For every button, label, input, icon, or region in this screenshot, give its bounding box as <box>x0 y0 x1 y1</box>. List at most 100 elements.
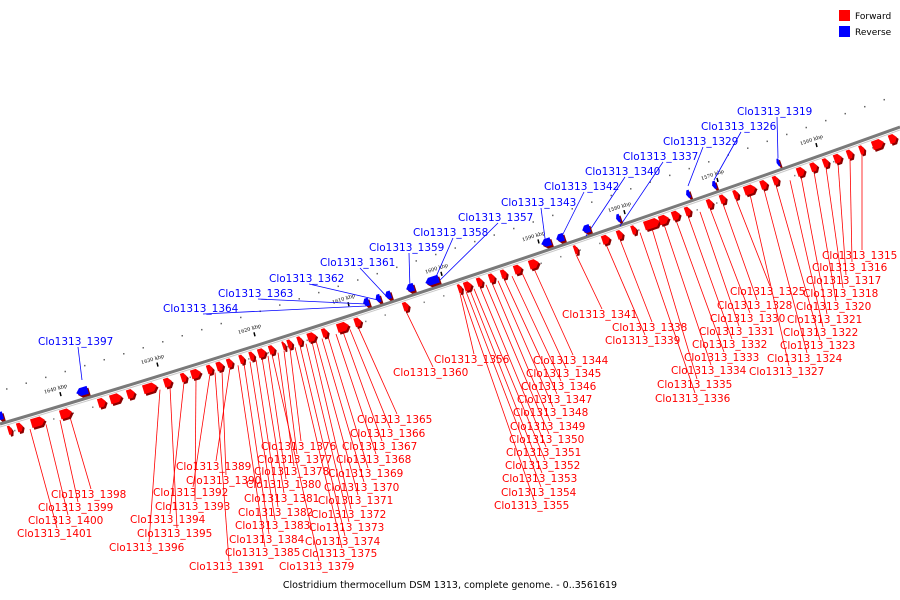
gene-label: Clo1313_1368 <box>336 454 411 466</box>
forward-gene <box>15 422 25 435</box>
gene-label: Clo1313_1393 <box>155 501 230 513</box>
gene-body <box>6 425 12 435</box>
gene-body <box>712 180 718 189</box>
scale-tick-mark <box>440 271 443 276</box>
gene-label: Clo1313_1361 <box>320 257 395 269</box>
gene-label: Clo1313_1381 <box>244 493 319 505</box>
scale-dot <box>189 376 191 379</box>
gene-label: Clo1313_1395 <box>137 528 212 540</box>
gene-label: Clo1313_1377 <box>257 454 332 466</box>
leader-line <box>283 350 298 455</box>
leader-line <box>194 378 197 502</box>
scale-tick-mark <box>156 362 159 367</box>
gene-body <box>512 264 522 275</box>
gene-body <box>670 210 680 221</box>
gene-body <box>705 198 713 209</box>
reverse-gene <box>776 158 783 169</box>
gene-body <box>683 206 691 217</box>
leader-line <box>465 291 542 488</box>
gene-body <box>125 389 135 400</box>
gene-label: Clo1313_1392 <box>153 487 228 499</box>
gene-label: Clo1313_1384 <box>229 534 305 546</box>
leader-line <box>45 424 69 516</box>
gene-label: Clo1313_1318 <box>803 288 878 300</box>
leader-line <box>497 280 554 408</box>
leader-line <box>321 338 365 483</box>
scale-dot <box>248 358 250 360</box>
gene-label: Clo1313_1394 <box>130 514 206 526</box>
gene-body <box>541 237 553 247</box>
gene-body <box>256 348 266 359</box>
leader-line <box>357 326 398 415</box>
forward-gene <box>512 264 524 277</box>
scale-dot <box>267 351 269 354</box>
gene-label: Clo1313_1372 <box>311 509 386 521</box>
scale-tick-mark <box>253 332 256 337</box>
gene-label: Clo1313_1366 <box>350 428 426 440</box>
forward-gene <box>499 269 509 281</box>
scale-tick-label: 1630 kbp <box>140 354 164 367</box>
scale-dot <box>357 279 359 281</box>
leader-line <box>511 275 562 382</box>
gene-features <box>0 134 899 437</box>
leader-line <box>813 171 837 302</box>
gene-body <box>615 230 623 240</box>
gene-label: Clo1313_1376 <box>261 441 337 453</box>
gene-label: Clo1313_1396 <box>109 542 185 554</box>
gene-body <box>363 297 371 307</box>
leader-line <box>255 359 279 508</box>
leader-line <box>359 267 389 299</box>
gene-label: Clo1313_1317 <box>806 275 881 287</box>
forward-gene <box>832 153 844 166</box>
gene-body <box>425 274 440 286</box>
scale-dot <box>435 253 437 256</box>
forward-gene <box>642 217 662 233</box>
scale-tick-mark <box>815 142 818 148</box>
forward-gene <box>487 273 497 285</box>
gene-label: Clo1313_1326 <box>701 121 777 133</box>
gene-label: Clo1313_1324 <box>767 353 843 365</box>
leader-line <box>585 176 626 237</box>
scale-dot <box>579 249 581 251</box>
gene-label: Clo1313_1371 <box>318 495 393 507</box>
gene-label: Clo1313_1399 <box>38 502 113 514</box>
leader-line <box>849 158 853 263</box>
gene-body <box>642 217 660 231</box>
leader-line <box>837 163 847 276</box>
leader-line <box>148 389 161 543</box>
gene-body <box>335 321 349 333</box>
gene-body <box>462 281 472 292</box>
gene-label: Clo1313_1374 <box>305 536 381 548</box>
scale-dot <box>599 242 601 245</box>
leader-line <box>709 208 751 314</box>
scale-dot <box>552 214 554 217</box>
forward-gene <box>615 230 625 242</box>
gene-body <box>771 175 779 186</box>
leader-line <box>825 167 844 289</box>
gene-label: Clo1313_1320 <box>796 301 871 313</box>
gene-body <box>281 341 286 351</box>
gene-label: Clo1313_1329 <box>663 136 738 148</box>
scale-dot <box>610 194 612 197</box>
scale-dot <box>25 382 27 384</box>
gene-body <box>582 224 592 234</box>
scale-dot <box>423 301 425 304</box>
forward-gene <box>732 189 741 202</box>
leader-line <box>249 361 276 521</box>
leader-line <box>789 180 824 328</box>
gene-body <box>238 354 245 365</box>
scale-dot <box>669 174 671 177</box>
scale-dot <box>474 240 476 243</box>
leader-line <box>305 343 350 523</box>
gene-label: Clo1313_1352 <box>505 460 580 472</box>
gene-label: Clo1313_1358 <box>413 227 488 239</box>
leader-line <box>763 189 808 354</box>
gene-label: Clo1313_1345 <box>526 368 601 380</box>
scale-tick-label: 1600 kbp <box>424 263 448 276</box>
forward-gene <box>286 339 295 351</box>
gene-label: Clo1313_1401 <box>17 528 92 540</box>
scale-dot <box>443 295 445 297</box>
scale-dot <box>92 406 94 408</box>
legend: Forward Reverse <box>839 10 892 38</box>
scale-dot <box>298 298 300 300</box>
